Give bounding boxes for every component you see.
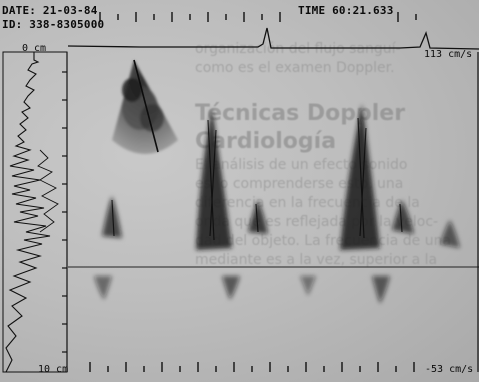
- doppler-spectra: [94, 104, 460, 304]
- exam-date: DATE: 21-03-84: [2, 4, 98, 17]
- bg-line: organización del flujo sanguí-: [195, 41, 401, 57]
- sample-cursor-line: [133, 59, 159, 153]
- top-tick-ruler: [99, 12, 417, 22]
- depth-profile-trace: [5, 52, 51, 373]
- left-panel-border: [2, 51, 68, 373]
- ecg-trace: [67, 27, 479, 50]
- velocity-bottom-label: -53 cm/s: [425, 364, 474, 375]
- exam-time: TIME 60:21.633: [298, 4, 394, 17]
- bottom-tick-ruler: [89, 362, 415, 372]
- depth-top-label: 0 cm: [22, 43, 47, 54]
- bg-heading: Técnicas Doppler: [195, 101, 406, 126]
- doppler-spectra-texture: [111, 117, 403, 241]
- depth-bottom-label: 10 cm: [38, 364, 69, 375]
- velocity-top-label: 113 cm/s: [424, 49, 473, 60]
- patient-id: ID: 338-8305000: [2, 18, 105, 31]
- bg-heading: Cardiología: [195, 129, 337, 154]
- bg-line: mediante es a la vez, superior a la: [195, 252, 438, 268]
- depth-profile-trace-2: [37, 149, 59, 233]
- bg-line: como es el examen Doppler.: [195, 60, 395, 76]
- bg-line: dad del objeto. La frecuencia de una: [195, 233, 452, 249]
- depth-ticks: [62, 71, 67, 353]
- sector-scan-inset: [112, 60, 178, 154]
